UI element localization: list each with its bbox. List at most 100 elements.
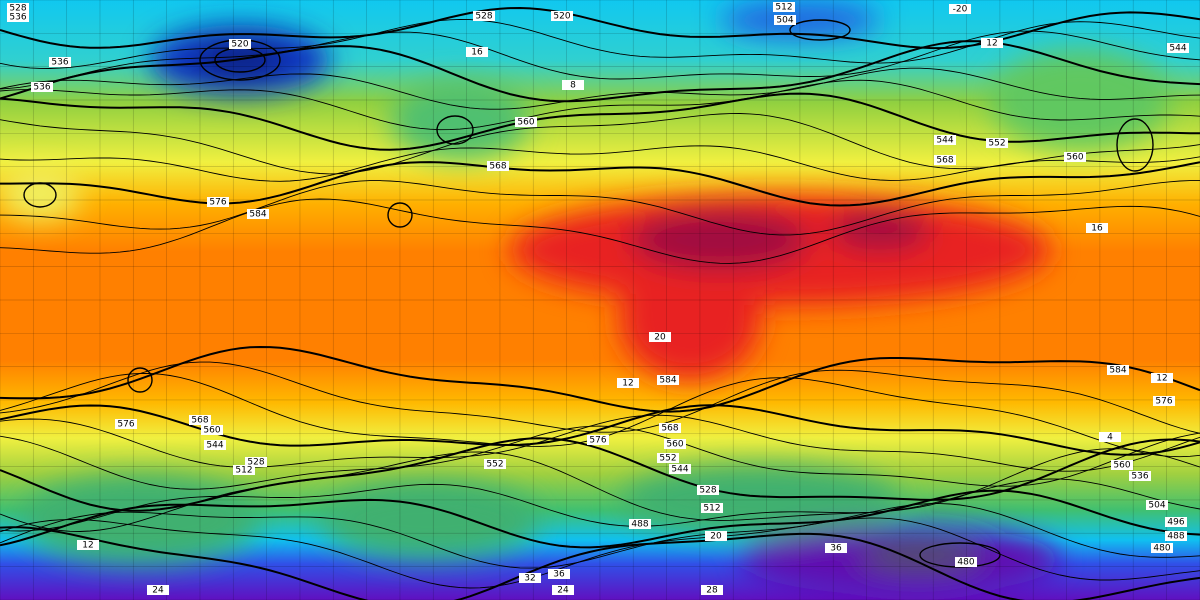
label-box	[204, 440, 226, 450]
label-box	[955, 557, 977, 567]
label-box	[1111, 460, 1133, 470]
contour-line	[0, 145, 1200, 182]
label-box	[1146, 500, 1168, 510]
contour-line	[0, 448, 1200, 532]
contour-label: 488	[631, 520, 648, 530]
contour-label: 8	[570, 81, 576, 91]
label-box	[825, 543, 847, 553]
contour-label: 32	[524, 574, 535, 584]
contour-line	[0, 478, 1200, 532]
label-box	[147, 585, 169, 595]
label-box	[934, 155, 956, 165]
contour-label: 552	[486, 460, 503, 470]
contour-label: 4	[1107, 433, 1113, 443]
label-box	[49, 57, 71, 67]
label-box	[659, 423, 681, 433]
contour-label: 544	[936, 136, 953, 146]
contour-label: 12	[622, 379, 633, 389]
label-box	[229, 39, 251, 49]
label-box	[617, 378, 639, 388]
label-box	[705, 531, 727, 541]
label-box	[986, 138, 1008, 148]
contour-label: 576	[117, 420, 134, 430]
label-box	[649, 332, 671, 342]
contour-label: 528	[9, 4, 26, 14]
contour-label: 12	[1156, 374, 1167, 384]
contour-label: 528	[475, 12, 492, 22]
contour-label: 536	[51, 58, 68, 68]
contour-label: 576	[589, 436, 606, 446]
contour-label: -20	[953, 5, 968, 15]
label-box	[552, 585, 574, 595]
label-box	[207, 197, 229, 207]
contour-line	[0, 361, 1200, 434]
label-box	[519, 573, 541, 583]
contour-label: 504	[776, 16, 793, 26]
contour-label: 568	[489, 162, 506, 172]
contour-label: 568	[661, 424, 678, 434]
contour-label: 576	[1155, 397, 1172, 407]
contour-label: 504	[1148, 501, 1165, 511]
contour-line	[0, 489, 1200, 549]
closed-contour	[127, 367, 153, 393]
contour-label: 584	[249, 210, 266, 220]
contour-label: 512	[235, 466, 252, 476]
contour-line	[0, 503, 1200, 569]
label-box	[934, 135, 956, 145]
contour-label: 544	[206, 441, 223, 451]
label-box	[669, 464, 691, 474]
label-box	[233, 465, 255, 475]
contour-label: 36	[553, 570, 565, 580]
label-box	[1064, 152, 1086, 162]
contour-label: 480	[1153, 544, 1170, 554]
contour-label: 584	[1109, 366, 1126, 376]
contour-line	[0, 67, 1200, 110]
contour-label: 512	[703, 504, 720, 514]
label-box	[697, 485, 719, 495]
contour-label: 552	[659, 454, 676, 464]
contour-label: 560	[517, 118, 534, 128]
label-box	[77, 540, 99, 550]
label-box	[1099, 432, 1121, 442]
label-box	[981, 38, 1003, 48]
label-box	[31, 82, 53, 92]
label-box	[1151, 373, 1173, 383]
contour-label: 36	[830, 544, 842, 554]
contour-label: 560	[1113, 461, 1130, 471]
label-box	[1107, 365, 1129, 375]
contour-label: 12	[82, 541, 93, 551]
contour-label: 536	[33, 83, 50, 93]
label-box	[1129, 471, 1151, 481]
contour-label: 560	[1066, 153, 1083, 163]
label-box	[587, 435, 609, 445]
contour-label: 24	[557, 586, 569, 596]
closed-contour	[436, 115, 474, 145]
contour-label: 480	[957, 558, 974, 568]
label-box	[247, 209, 269, 219]
label-box	[657, 375, 679, 385]
contour-label: 520	[553, 12, 570, 22]
contour-line	[0, 113, 1200, 175]
label-box	[245, 457, 267, 467]
label-box	[773, 2, 795, 12]
label-box	[487, 161, 509, 171]
label-box	[1086, 223, 1108, 233]
contour-label: 560	[203, 426, 220, 436]
contour-line	[0, 18, 1200, 69]
contour-label: 12	[986, 39, 997, 49]
contour-label: 584	[659, 376, 676, 386]
label-box	[657, 453, 679, 463]
contour-label: 560	[666, 440, 683, 450]
contour-line	[0, 414, 1200, 472]
contour-line	[0, 79, 1200, 131]
contour-line	[0, 198, 1200, 264]
contour-label: 536	[1131, 472, 1148, 482]
label-box	[7, 12, 29, 22]
contour-label: 16	[471, 48, 483, 58]
label-box	[701, 503, 723, 513]
contour-label: 24	[152, 586, 164, 596]
contour-label: 28	[706, 586, 718, 596]
